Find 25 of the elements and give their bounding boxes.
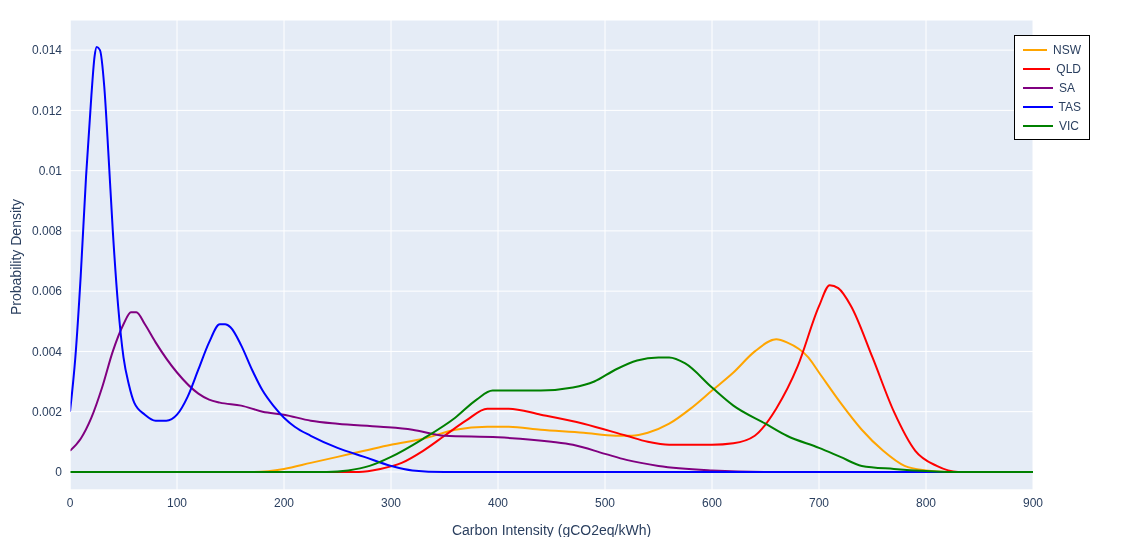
y-axis-title: Probability Density — [7, 199, 24, 315]
x-tick-label: 500 — [594, 495, 616, 510]
y-tick-label: 0.006 — [31, 284, 63, 299]
y-tick-label: 0.012 — [31, 103, 63, 118]
x-tick-label: 600 — [701, 495, 723, 510]
x-axis-title: Carbon Intensity (gCO2eq/kWh) — [451, 522, 652, 538]
x-tick-label: 100 — [166, 495, 188, 510]
y-tick-label: 0 — [55, 465, 63, 480]
legend-label: TAS — [1058, 99, 1081, 114]
y-tick-label: 0.01 — [38, 163, 63, 178]
x-tick-label: 300 — [380, 495, 402, 510]
y-tick-label: 0.008 — [31, 224, 63, 239]
x-tick-label: 800 — [915, 495, 937, 510]
x-tick-label: 200 — [273, 495, 295, 510]
x-tick-label: 700 — [808, 495, 830, 510]
y-tick-label: 0.002 — [31, 404, 63, 419]
x-tick-label: 0 — [66, 495, 74, 510]
x-tick-label: 900 — [1022, 495, 1044, 510]
legend-label: NSW — [1053, 42, 1081, 57]
x-tick-label: 400 — [487, 495, 509, 510]
y-tick-label: 0.014 — [31, 43, 63, 58]
legend-label: VIC — [1059, 118, 1080, 133]
y-tick-label: 0.004 — [31, 344, 63, 359]
legend-label: SA — [1059, 80, 1076, 95]
legend-label: QLD — [1056, 61, 1081, 76]
